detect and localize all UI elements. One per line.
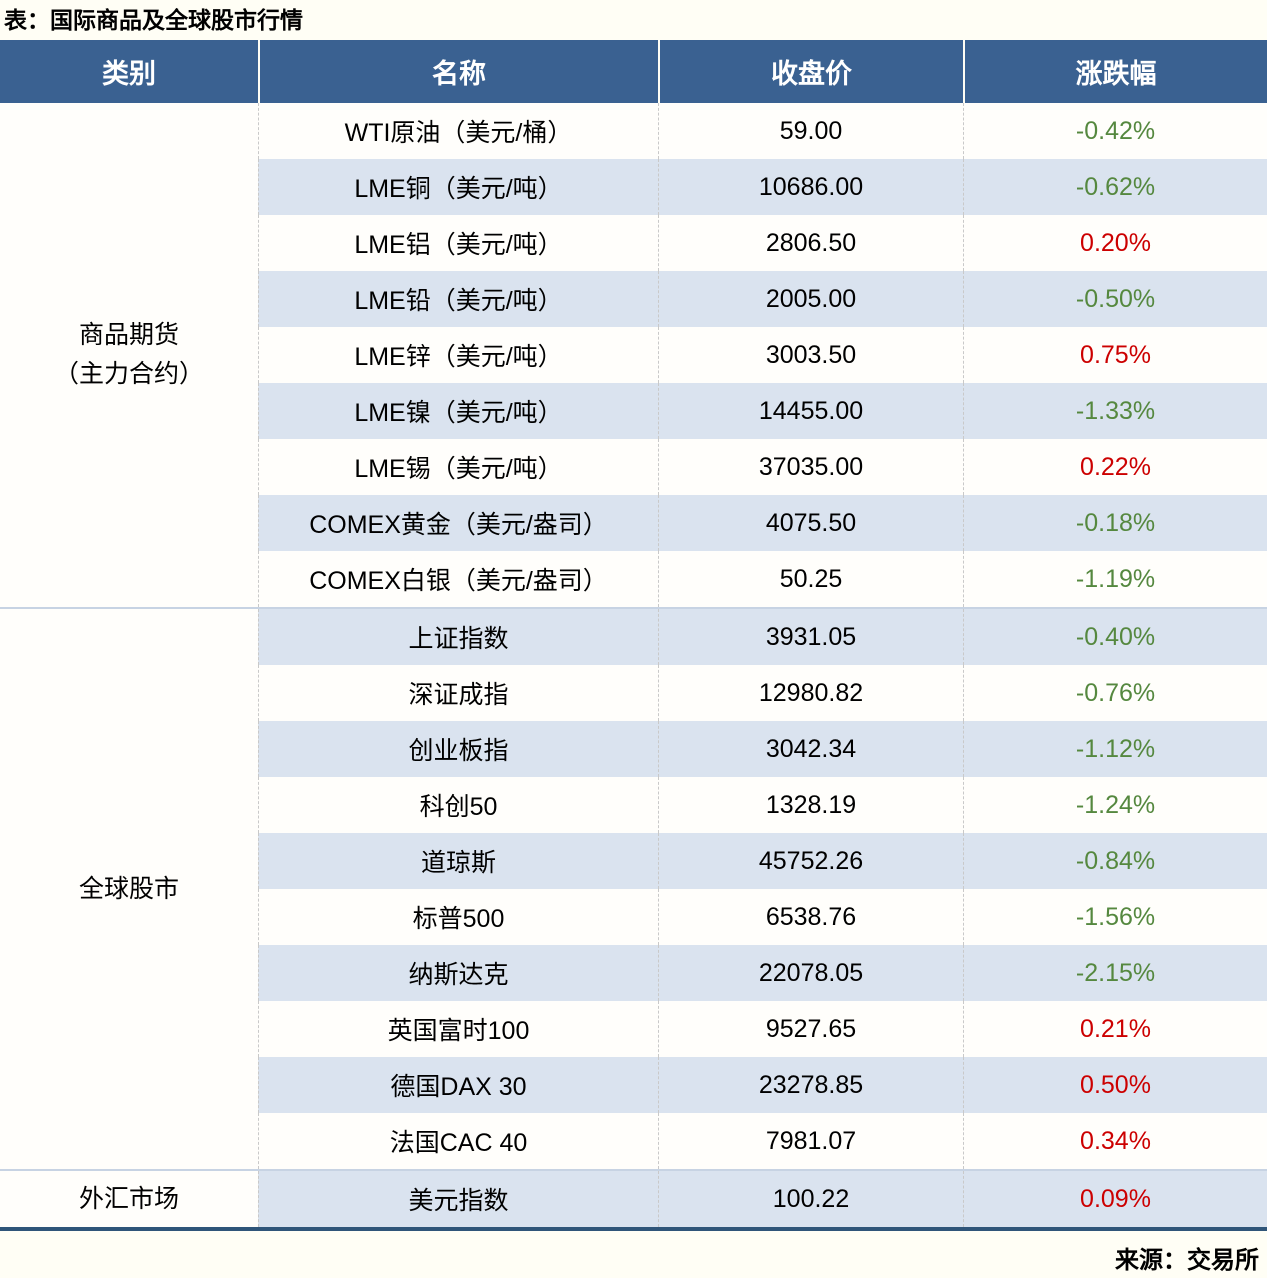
- close-price: 3003.50: [658, 327, 963, 383]
- close-price: 100.22: [658, 1171, 963, 1227]
- close-price: 7981.07: [658, 1113, 963, 1169]
- close-price: 3931.05: [658, 609, 963, 665]
- instrument-name: COMEX黄金（美元/盎司）: [258, 495, 658, 551]
- change-percent: -1.24%: [963, 777, 1267, 833]
- instrument-name: 深证成指: [258, 665, 658, 721]
- instrument-name: 科创50: [258, 777, 658, 833]
- header-close-price: 收盘价: [658, 40, 963, 103]
- instrument-name: LME镍（美元/吨）: [258, 383, 658, 439]
- category-cell: 外汇市场: [0, 1171, 258, 1227]
- table-row: 英国富时100 9527.65 0.21%: [258, 1001, 1267, 1057]
- change-percent: -0.84%: [963, 833, 1267, 889]
- table-section: 全球股市 上证指数 3931.05 -0.40% 深证成指 12980.82 -…: [0, 607, 1267, 1169]
- change-percent: 0.50%: [963, 1057, 1267, 1113]
- source-label: 来源：交易所: [1115, 1247, 1259, 1274]
- table-row: 纳斯达克 22078.05 -2.15%: [258, 945, 1267, 1001]
- table-row: 美元指数 100.22 0.09%: [258, 1171, 1267, 1227]
- change-percent: 0.75%: [963, 327, 1267, 383]
- change-percent: 0.21%: [963, 1001, 1267, 1057]
- change-percent: -2.15%: [963, 945, 1267, 1001]
- market-table: 类别 名称 收盘价 涨跌幅 商品期货 （主力合约） WTI原油（美元/桶） 59.…: [0, 40, 1267, 1231]
- instrument-name: 上证指数: [258, 609, 658, 665]
- change-percent: -0.62%: [963, 159, 1267, 215]
- change-percent: -1.33%: [963, 383, 1267, 439]
- close-price: 45752.26: [658, 833, 963, 889]
- change-percent: -0.50%: [963, 271, 1267, 327]
- table-row: LME铜（美元/吨） 10686.00 -0.62%: [258, 159, 1267, 215]
- table-header-row: 类别 名称 收盘价 涨跌幅: [0, 40, 1267, 103]
- close-price: 22078.05: [658, 945, 963, 1001]
- change-percent: -0.18%: [963, 495, 1267, 551]
- change-percent: -0.42%: [963, 103, 1267, 159]
- change-percent: 0.22%: [963, 439, 1267, 495]
- close-price: 2005.00: [658, 271, 963, 327]
- instrument-name: 创业板指: [258, 721, 658, 777]
- table-row: LME镍（美元/吨） 14455.00 -1.33%: [258, 383, 1267, 439]
- change-percent: -1.56%: [963, 889, 1267, 945]
- instrument-name: 英国富时100: [258, 1001, 658, 1057]
- table-row: 法国CAC 40 7981.07 0.34%: [258, 1113, 1267, 1169]
- table-row: COMEX白银（美元/盎司） 50.25 -1.19%: [258, 551, 1267, 607]
- close-price: 2806.50: [658, 215, 963, 271]
- instrument-name: 法国CAC 40: [258, 1113, 658, 1169]
- change-percent: 0.34%: [963, 1113, 1267, 1169]
- close-price: 23278.85: [658, 1057, 963, 1113]
- change-percent: 0.09%: [963, 1171, 1267, 1227]
- change-percent: -1.19%: [963, 551, 1267, 607]
- table-row: WTI原油（美元/桶） 59.00 -0.42%: [258, 103, 1267, 159]
- instrument-name: LME铝（美元/吨）: [258, 215, 658, 271]
- instrument-name: 德国DAX 30: [258, 1057, 658, 1113]
- instrument-name: 美元指数: [258, 1171, 658, 1227]
- instrument-name: LME铅（美元/吨）: [258, 271, 658, 327]
- change-percent: 0.20%: [963, 215, 1267, 271]
- instrument-name: LME铜（美元/吨）: [258, 159, 658, 215]
- table-row: 标普500 6538.76 -1.56%: [258, 889, 1267, 945]
- table-row: 创业板指 3042.34 -1.12%: [258, 721, 1267, 777]
- close-price: 9527.65: [658, 1001, 963, 1057]
- table-row: LME铅（美元/吨） 2005.00 -0.50%: [258, 271, 1267, 327]
- table-row: COMEX黄金（美元/盎司） 4075.50 -0.18%: [258, 495, 1267, 551]
- close-price: 50.25: [658, 551, 963, 607]
- close-price: 1328.19: [658, 777, 963, 833]
- category-cell: 全球股市: [0, 609, 258, 1169]
- table-row: LME锌（美元/吨） 3003.50 0.75%: [258, 327, 1267, 383]
- instrument-name: LME锡（美元/吨）: [258, 439, 658, 495]
- table-body: 商品期货 （主力合约） WTI原油（美元/桶） 59.00 -0.42% LME铜…: [0, 103, 1267, 1227]
- table-row: 道琼斯 45752.26 -0.84%: [258, 833, 1267, 889]
- instrument-name: WTI原油（美元/桶）: [258, 103, 658, 159]
- table-title: 表：国际商品及全球股市行情: [4, 7, 303, 33]
- category-cell: 商品期货 （主力合约）: [0, 103, 258, 607]
- change-percent: -0.76%: [963, 665, 1267, 721]
- instrument-name: 标普500: [258, 889, 658, 945]
- change-percent: -1.12%: [963, 721, 1267, 777]
- header-name: 名称: [258, 40, 658, 103]
- instrument-name: LME锌（美元/吨）: [258, 327, 658, 383]
- table-row: 上证指数 3931.05 -0.40%: [258, 609, 1267, 665]
- header-category: 类别: [102, 59, 156, 89]
- close-price: 37035.00: [658, 439, 963, 495]
- table-section: 外汇市场 美元指数 100.22 0.09%: [0, 1169, 1267, 1227]
- close-price: 10686.00: [658, 159, 963, 215]
- header-change-pct: 涨跌幅: [963, 40, 1267, 103]
- close-price: 4075.50: [658, 495, 963, 551]
- table-row: 德国DAX 30 23278.85 0.50%: [258, 1057, 1267, 1113]
- close-price: 6538.76: [658, 889, 963, 945]
- table-row: LME锡（美元/吨） 37035.00 0.22%: [258, 439, 1267, 495]
- close-price: 12980.82: [658, 665, 963, 721]
- table-row: 科创50 1328.19 -1.24%: [258, 777, 1267, 833]
- instrument-name: 纳斯达克: [258, 945, 658, 1001]
- table-row: 深证成指 12980.82 -0.76%: [258, 665, 1267, 721]
- instrument-name: COMEX白银（美元/盎司）: [258, 551, 658, 607]
- table-section: 商品期货 （主力合约） WTI原油（美元/桶） 59.00 -0.42% LME铜…: [0, 103, 1267, 607]
- close-price: 59.00: [658, 103, 963, 159]
- instrument-name: 道琼斯: [258, 833, 658, 889]
- table-row: LME铝（美元/吨） 2806.50 0.20%: [258, 215, 1267, 271]
- close-price: 3042.34: [658, 721, 963, 777]
- change-percent: -0.40%: [963, 609, 1267, 665]
- close-price: 14455.00: [658, 383, 963, 439]
